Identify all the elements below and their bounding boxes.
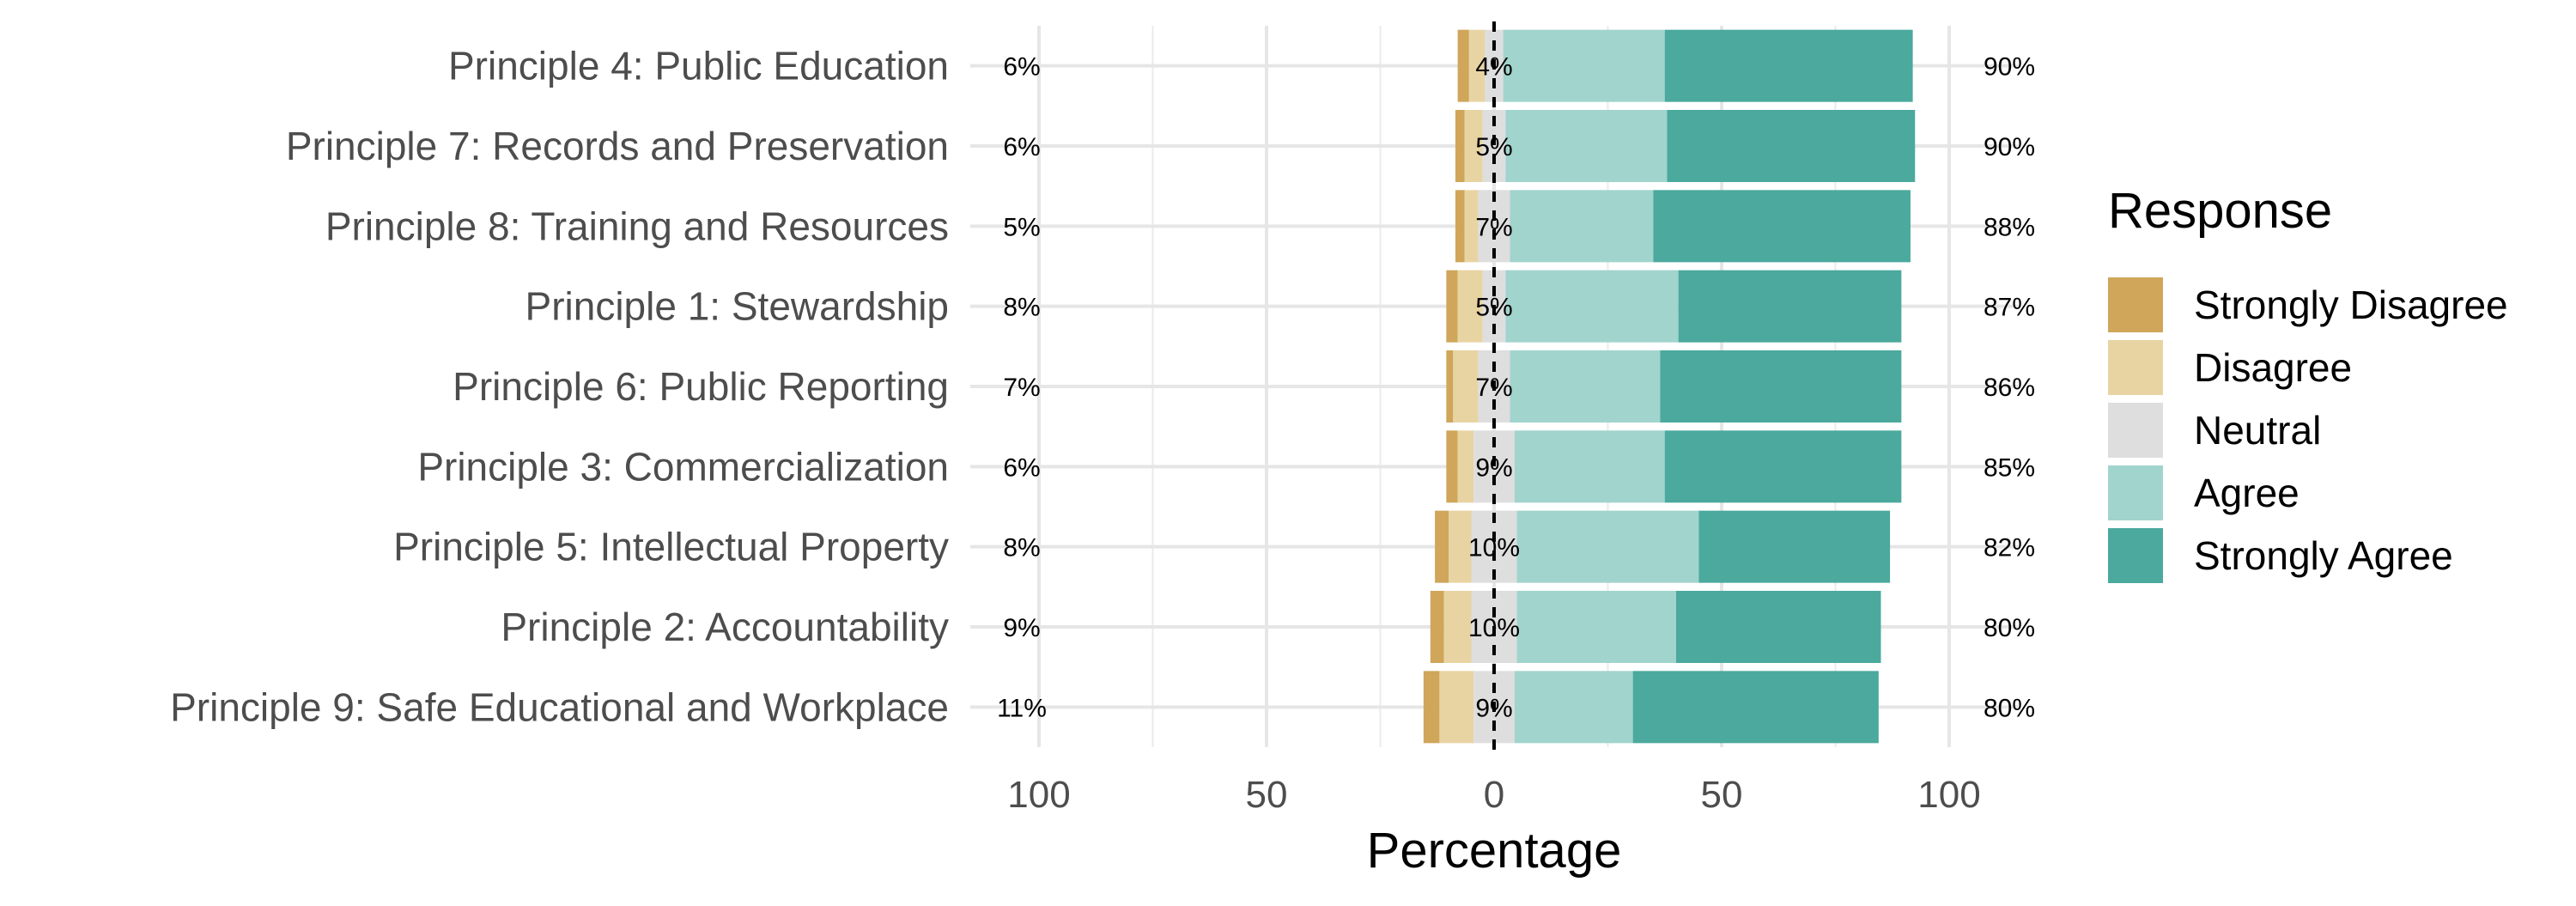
bar-strongly-agree: [1660, 350, 1902, 423]
legend-swatch: [2108, 465, 2163, 520]
category-label: Principle 2: Accountability: [501, 605, 949, 649]
category-label: Principle 7: Records and Preservation: [286, 124, 949, 168]
right-percent-label: 86%: [1984, 374, 2035, 402]
right-percent-label: 85%: [1984, 453, 2035, 482]
bar-strongly-disagree: [1455, 190, 1465, 263]
bar-agree: [1505, 270, 1679, 343]
bar-disagree: [1464, 190, 1479, 263]
category-label: Principle 3: Commercialization: [417, 444, 949, 489]
left-percent-label: 6%: [1003, 453, 1040, 482]
legend-label: Agree: [2194, 471, 2300, 515]
left-percent-label: 8%: [1003, 534, 1040, 562]
bar-agree: [1510, 190, 1654, 263]
category-label: Principle 4: Public Education: [448, 44, 949, 88]
center-percent-label: 7%: [1475, 213, 1512, 241]
right-percent-label: 80%: [1984, 614, 2035, 642]
bar-strongly-agree: [1667, 110, 1916, 182]
legend-label: Strongly Disagree: [2194, 283, 2508, 327]
legend-swatch: [2108, 340, 2163, 395]
legend-label: Strongly Agree: [2194, 533, 2453, 578]
bar-strongly-agree: [1676, 591, 1881, 663]
bar-strongly-disagree: [1457, 29, 1469, 102]
bar-agree: [1503, 29, 1665, 102]
bar-disagree: [1443, 591, 1472, 663]
right-percent-label: 80%: [1984, 694, 2035, 722]
right-percent-label: 88%: [1984, 213, 2035, 241]
bar-disagree: [1453, 350, 1479, 423]
x-tick-label: 50: [1701, 774, 1743, 816]
center-percent-label: 10%: [1468, 534, 1520, 562]
bar-strongly-agree: [1653, 190, 1911, 263]
x-tick-label: 100: [1917, 774, 1980, 816]
right-percent-label: 87%: [1984, 294, 2035, 322]
bar-disagree: [1457, 430, 1474, 503]
bar-disagree: [1464, 110, 1483, 182]
bar-disagree: [1439, 671, 1474, 744]
category-label: Principle 1: Stewardship: [526, 284, 949, 329]
right-percent-label: 82%: [1984, 534, 2035, 562]
bar-strongly-agree: [1698, 510, 1891, 583]
center-percent-label: 10%: [1468, 614, 1520, 642]
left-percent-label: 11%: [997, 694, 1047, 722]
bar-strongly-agree: [1632, 671, 1879, 744]
category-label: Principle 9: Safe Educational and Workpl…: [170, 684, 949, 729]
x-axis-title: Percentage: [1367, 823, 1622, 879]
category-label: Principle 8: Training and Resources: [325, 204, 949, 248]
x-tick-label: 50: [1246, 774, 1288, 816]
center-percent-label: 4%: [1475, 53, 1512, 82]
legend-swatch: [2108, 403, 2163, 458]
bar-strongly-disagree: [1430, 591, 1444, 663]
bar-disagree: [1468, 29, 1485, 102]
x-tick-label: 0: [1484, 774, 1504, 816]
category-label: Principle 6: Public Reporting: [453, 364, 949, 409]
category-label: Principle 5: Intellectual Property: [393, 525, 949, 569]
bar-strongly-agree: [1664, 430, 1902, 503]
bar-agree: [1516, 510, 1699, 583]
legend-label: Neutral: [2194, 408, 2321, 453]
bar-strongly-agree: [1664, 29, 1913, 102]
bar-agree: [1514, 671, 1633, 744]
left-percent-label: 7%: [1003, 374, 1040, 402]
left-percent-label: 8%: [1003, 294, 1040, 322]
left-percent-label: 5%: [1003, 213, 1040, 241]
center-percent-label: 9%: [1475, 453, 1512, 482]
right-percent-label: 90%: [1984, 133, 2035, 161]
legend-label: Disagree: [2194, 345, 2352, 390]
left-percent-label: 6%: [1003, 53, 1040, 82]
bar-disagree: [1457, 270, 1483, 343]
bar-strongly-disagree: [1446, 430, 1458, 503]
right-percent-label: 90%: [1984, 53, 2035, 82]
bar-agree: [1510, 350, 1661, 423]
center-percent-label: 9%: [1475, 694, 1512, 722]
legend-title: Response: [2108, 183, 2332, 239]
bar-agree: [1516, 591, 1676, 663]
bar-agree: [1514, 430, 1665, 503]
legend-swatch: [2108, 528, 2163, 583]
bar-strongly-disagree: [1446, 350, 1454, 423]
left-percent-label: 9%: [1003, 614, 1040, 642]
bar-strongly-agree: [1678, 270, 1902, 343]
bar-strongly-disagree: [1423, 671, 1440, 744]
center-percent-label: 5%: [1475, 294, 1512, 322]
left-percent-label: 6%: [1003, 133, 1040, 161]
legend-swatch: [2108, 277, 2163, 332]
x-tick-label: 100: [1007, 774, 1070, 816]
bar-disagree: [1449, 510, 1472, 583]
bar-strongly-disagree: [1435, 510, 1449, 583]
center-percent-label: 5%: [1475, 133, 1512, 161]
center-percent-label: 7%: [1475, 374, 1512, 402]
bar-strongly-disagree: [1446, 270, 1458, 343]
bar-strongly-disagree: [1455, 110, 1465, 182]
bar-agree: [1505, 110, 1668, 182]
